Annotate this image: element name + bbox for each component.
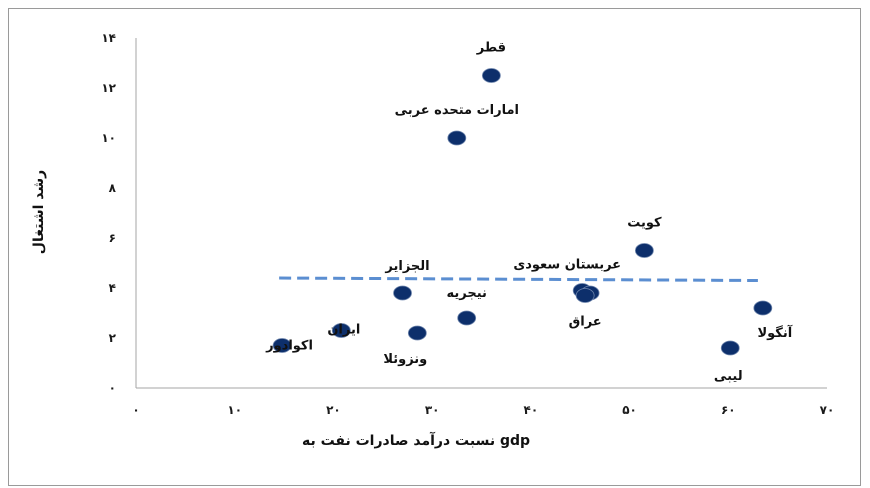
y-tick-label: ۰ xyxy=(109,381,116,395)
x-tick-label: ۰ xyxy=(132,403,139,417)
point-label: عراق xyxy=(569,315,602,330)
point-label: عربستان سعودی xyxy=(513,258,621,273)
chart-frame: ۰ ۲ ۴ ۶ ۸ ۱۰ ۱۲ ۱۴ ۰ ۱۰ ۲۰ ۳۰ ۴۰ ۵۰ ۶۰ ۷۰ قطر امارات متح… xyxy=(8,8,861,486)
point-label: آنگولا xyxy=(757,324,792,341)
data-point xyxy=(457,310,477,326)
data-point xyxy=(393,285,412,301)
y-tick-label: ۴ xyxy=(109,281,116,295)
data-point xyxy=(331,323,351,338)
data-point xyxy=(407,325,427,341)
data-points xyxy=(272,68,773,356)
x-tick-label: ۲۰ xyxy=(326,403,341,417)
scatter-chart: ۰ ۲ ۴ ۶ ۸ ۱۰ ۱۲ ۱۴ ۰ ۱۰ ۲۰ ۳۰ ۴۰ ۵۰ ۶۰ ۷۰ قطر امارات متح… xyxy=(31,31,834,449)
x-tick-label: ۶۰ xyxy=(721,403,736,417)
point-label: امارات متحده عربی xyxy=(395,103,519,118)
y-tick-label: ۶ xyxy=(109,231,116,245)
data-point xyxy=(720,340,740,356)
data-point xyxy=(575,288,595,303)
trend-line-group xyxy=(279,276,758,282)
data-point xyxy=(753,300,773,316)
y-axis-title: رشد اشتغال xyxy=(31,170,47,254)
data-point xyxy=(634,243,654,258)
point-label: نیجریه xyxy=(446,286,486,301)
x-tick-label: ۳۰ xyxy=(425,403,440,417)
point-label: ونزوئلا xyxy=(383,352,427,367)
point-label: لیبی xyxy=(714,369,743,384)
data-point xyxy=(481,68,501,83)
y-tick-label: ۱۴ xyxy=(101,31,116,45)
axes: ۰ ۲ ۴ ۶ ۸ ۱۰ ۱۲ ۱۴ ۰ ۱۰ ۲۰ ۳۰ ۴۰ ۵۰ ۶۰ ۷۰ xyxy=(101,31,834,417)
x-tick-label: ۴۰ xyxy=(524,403,539,417)
point-label: ایران xyxy=(327,323,360,338)
data-point xyxy=(272,338,292,353)
point-label: اکوادور xyxy=(265,339,313,354)
data-point xyxy=(447,130,467,146)
y-tick-label: ۱۰ xyxy=(101,131,116,145)
y-tick-label: ۲ xyxy=(109,331,117,345)
point-label: الجزایر xyxy=(384,259,429,274)
point-labels: قطر امارات متحده عربی کویت عربستان سعودی الج… xyxy=(265,41,793,385)
x-tick-label: ۵۰ xyxy=(622,403,637,417)
x-tick-label: ۱۰ xyxy=(227,403,242,417)
x-tick-label: ۷۰ xyxy=(820,403,835,417)
y-tick-label: ۱۲ xyxy=(101,81,116,95)
x-axis-title: نسبت درآمد صادرات نفت به gdp xyxy=(302,431,530,449)
trend-line xyxy=(279,276,758,282)
point-label: کویت xyxy=(627,216,662,231)
point-label: قطر xyxy=(476,41,506,56)
y-tick-label: ۸ xyxy=(109,181,117,195)
